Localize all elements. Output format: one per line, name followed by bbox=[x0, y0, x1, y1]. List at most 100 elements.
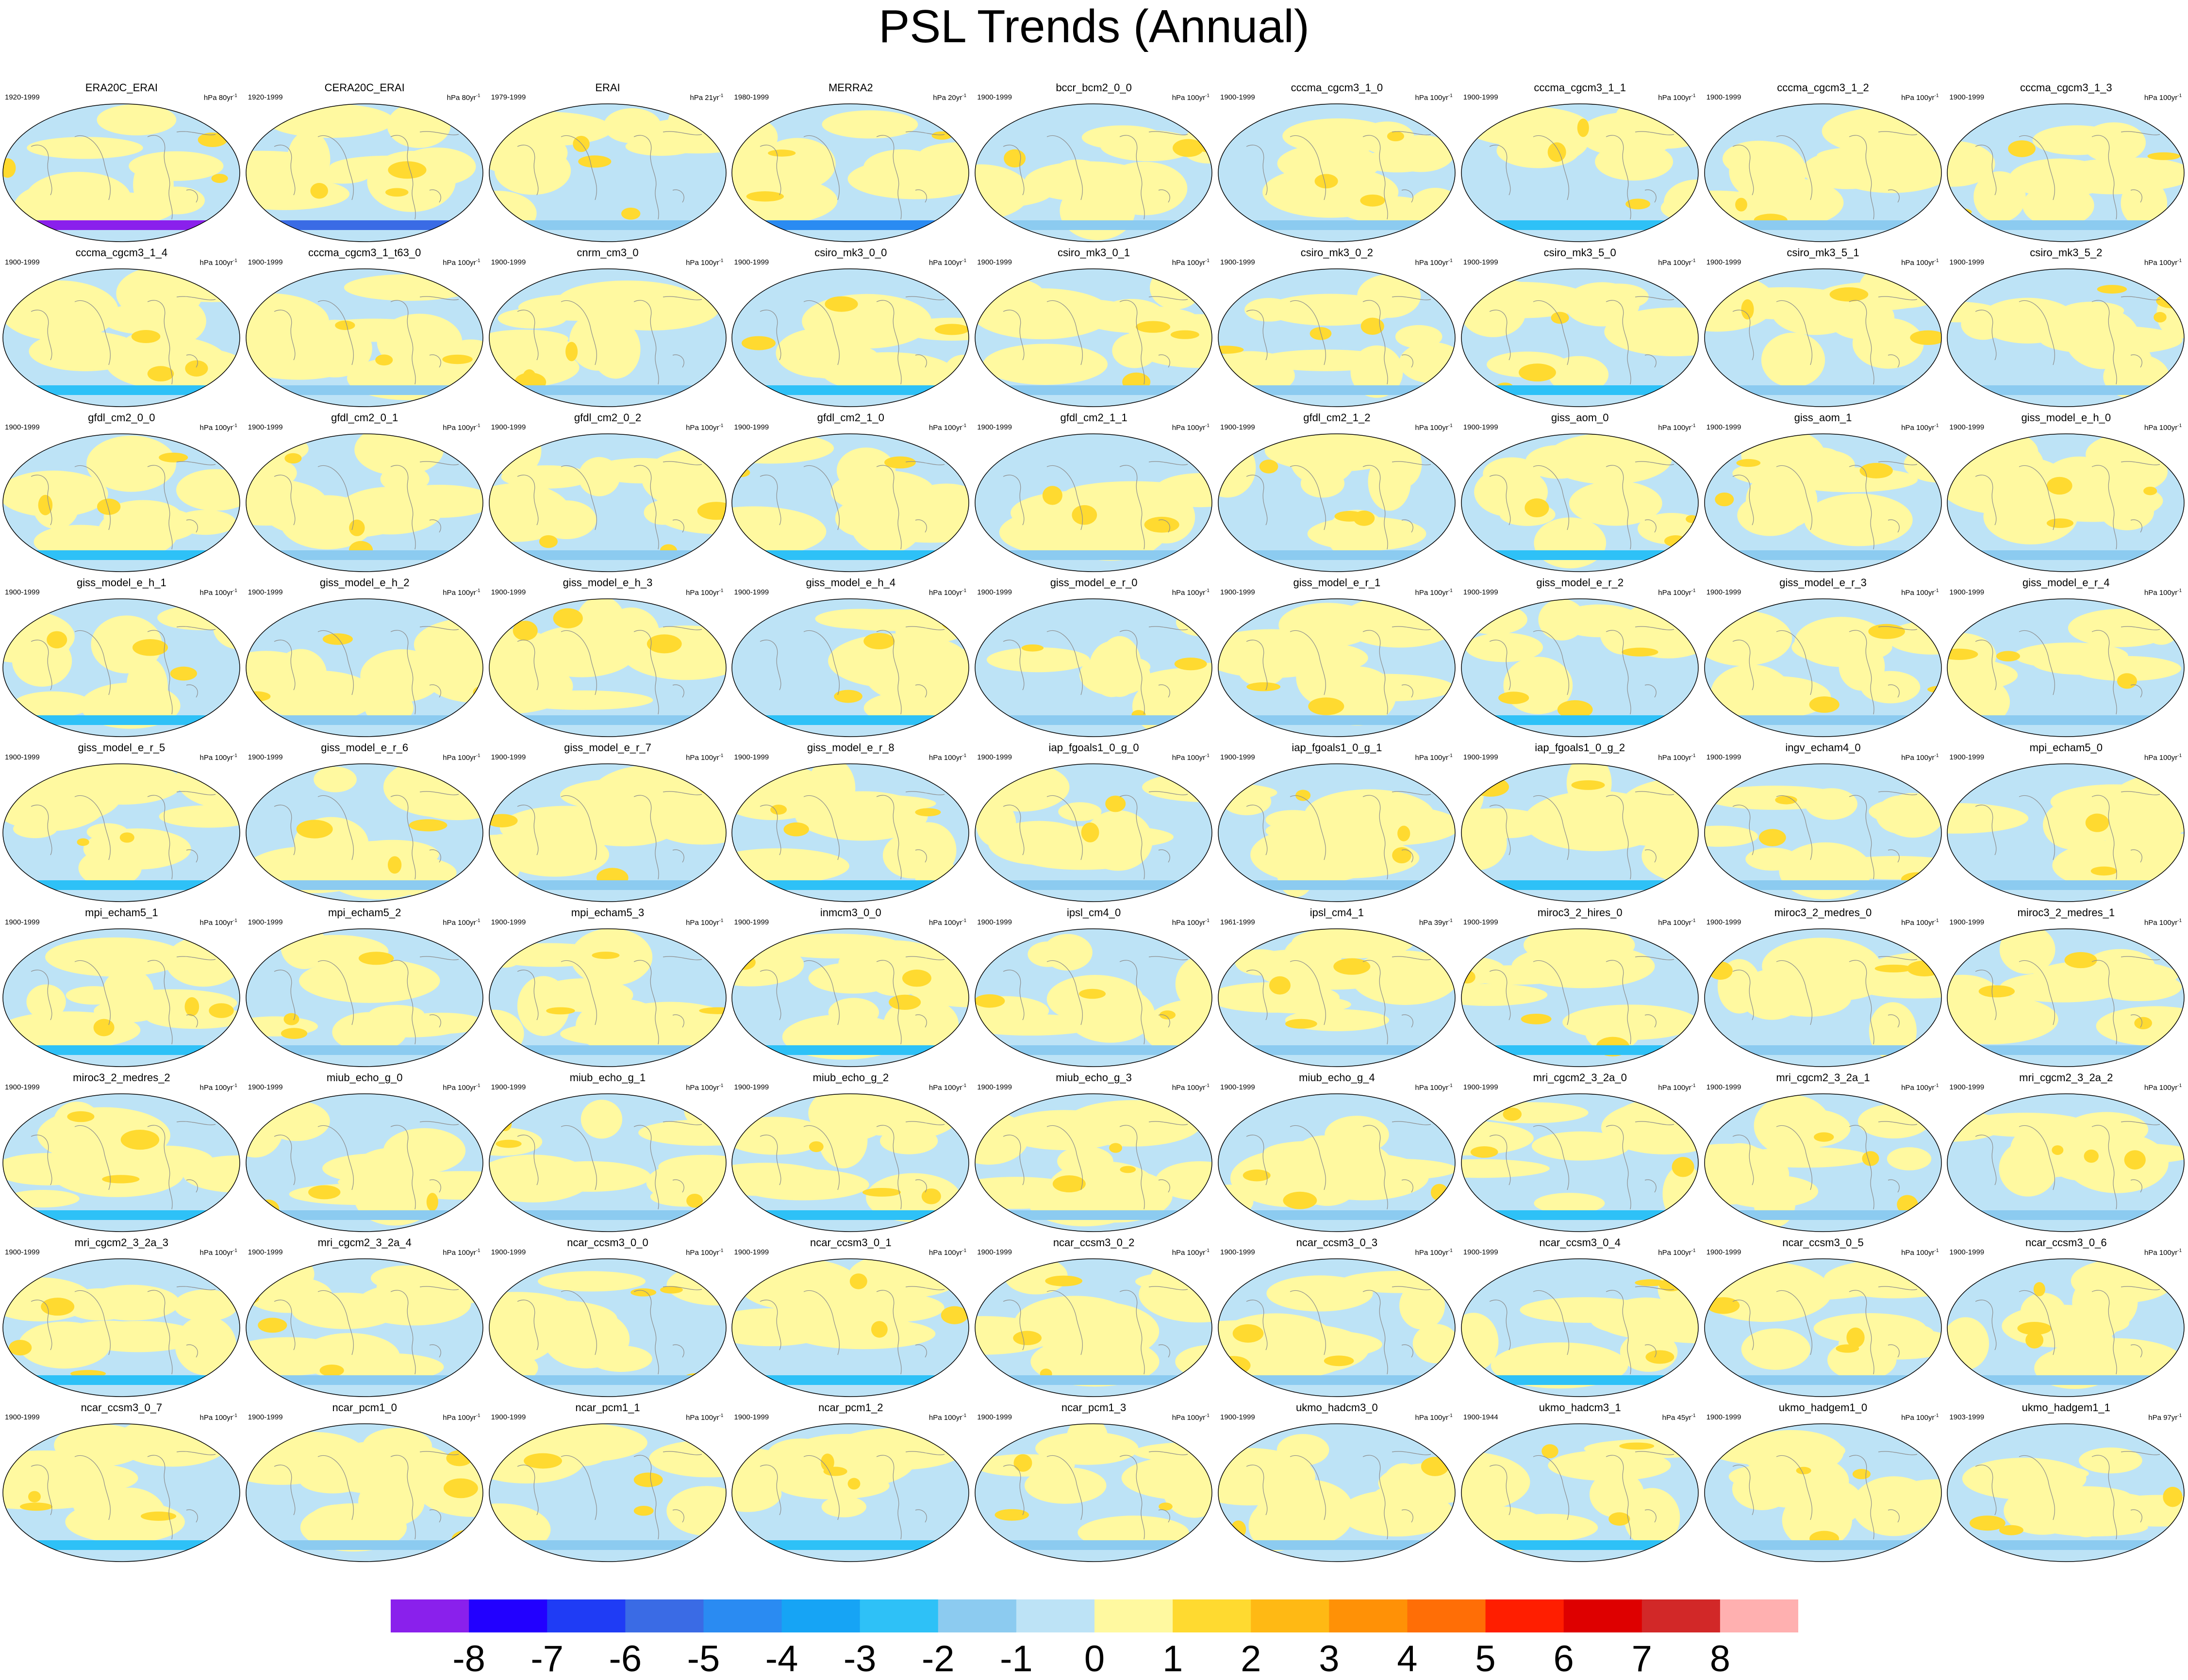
positive-trend-core bbox=[1518, 363, 1556, 382]
world-map bbox=[1218, 1423, 1456, 1562]
positive-trend-patch bbox=[1000, 1110, 1129, 1151]
panel-period: 1900-1999 bbox=[5, 258, 40, 266]
map-panel: giss_model_e_r_3 1900-1999 hPa 100yr-1 bbox=[1702, 576, 1945, 741]
positive-trend-core bbox=[1622, 647, 1658, 657]
positive-trend-patch bbox=[1740, 1453, 1849, 1508]
panel-title: ncar_ccsm3_0_6 bbox=[2025, 1236, 2107, 1249]
positive-trend-core bbox=[308, 1185, 341, 1200]
coastlines bbox=[1975, 1286, 2160, 1375]
southern-ocean-band bbox=[732, 715, 969, 725]
positive-trend-core bbox=[1397, 825, 1410, 841]
map-outline bbox=[488, 763, 727, 902]
panel-title: ncar_pcm1_3 bbox=[1061, 1401, 1127, 1414]
panel-title: giss_model_e_h_1 bbox=[77, 576, 166, 589]
southern-ocean-band bbox=[732, 880, 969, 890]
southern-ocean-band bbox=[1461, 1045, 1698, 1055]
positive-trend-core bbox=[522, 369, 536, 387]
positive-trend-core bbox=[348, 519, 365, 536]
panel-units-exponent: -1 bbox=[2177, 1083, 2182, 1088]
positive-trend-core bbox=[2086, 813, 2109, 832]
map-panel: mpi_echam5_0 1900-1999 hPa 100yr-1 bbox=[1944, 741, 2188, 906]
panel-title: ukmo_hadcm3_0 bbox=[1296, 1401, 1378, 1414]
coastlines bbox=[1489, 956, 1674, 1045]
map-panel: ncar_ccsm3_0_0 1900-1999 hPa 100yr-1 bbox=[486, 1236, 729, 1401]
positive-trend-core bbox=[198, 132, 228, 147]
panel-units: hPa 100yr-1 bbox=[1415, 423, 1453, 432]
panel-units-exponent: -1 bbox=[1691, 588, 1696, 593]
map-outline bbox=[246, 433, 483, 572]
positive-trend-patch bbox=[1461, 1159, 1550, 1178]
panel-title: cccma_cgcm3_1_2 bbox=[1777, 82, 1869, 94]
southern-ocean-band bbox=[489, 1540, 726, 1550]
panel-period: 1900-1999 bbox=[1706, 423, 1741, 431]
positive-trend-core bbox=[1542, 1444, 1558, 1459]
world-map bbox=[1218, 103, 1456, 242]
panel-title: miroc3_2_medres_2 bbox=[73, 1071, 170, 1084]
panel-units-text: hPa 100yr bbox=[928, 919, 962, 927]
coastlines bbox=[517, 956, 702, 1045]
panel-title: ncar_ccsm3_0_4 bbox=[1539, 1236, 1621, 1249]
positive-trend-core bbox=[1421, 1457, 1449, 1476]
coastlines bbox=[1489, 296, 1674, 385]
panel-units-text: hPa 100yr bbox=[199, 1084, 233, 1092]
positive-trend-core bbox=[1246, 682, 1281, 692]
map-outline bbox=[731, 268, 970, 407]
coastlines bbox=[760, 1451, 945, 1540]
panel-period: 1900-1999 bbox=[1706, 753, 1741, 761]
panel-units: hPa 100yr-1 bbox=[1901, 93, 1939, 102]
positive-trend-patch bbox=[658, 1154, 726, 1180]
map-outline bbox=[1704, 268, 1942, 407]
panel-units-text: hPa 100yr bbox=[1172, 94, 1206, 102]
panel-units: hPa 100yr-1 bbox=[200, 1413, 237, 1422]
positive-trend-core bbox=[284, 453, 302, 464]
southern-ocean-band bbox=[246, 1540, 483, 1550]
map-panel: giss_model_e_r_8 1900-1999 hPa 100yr-1 bbox=[729, 741, 972, 906]
panel-units: hPa 100yr-1 bbox=[929, 1083, 966, 1092]
panel-units: hPa 100yr-1 bbox=[2144, 258, 2182, 267]
positive-trend-core bbox=[93, 1019, 115, 1037]
positive-trend-core bbox=[426, 1193, 438, 1211]
coastlines bbox=[1975, 461, 2160, 550]
positive-trend-patch bbox=[603, 108, 661, 144]
world-map bbox=[1461, 763, 1699, 902]
panel-units-text: hPa 100yr bbox=[686, 1084, 719, 1092]
panel-units-text: hPa 100yr bbox=[443, 1249, 476, 1257]
map-panel: miub_echo_g_0 1900-1999 hPa 100yr-1 bbox=[243, 1071, 486, 1236]
southern-ocean-band bbox=[246, 715, 483, 725]
positive-trend-core bbox=[120, 1130, 160, 1150]
panel-period: 1900-1999 bbox=[5, 1413, 40, 1421]
positive-trend-patch bbox=[1589, 1471, 1644, 1518]
panel-units-exponent: -1 bbox=[2177, 93, 2182, 99]
panel-units: hPa 100yr-1 bbox=[1172, 1248, 1210, 1257]
panel-units-text: hPa 100yr bbox=[1172, 1084, 1206, 1092]
panel-units-text: hPa 100yr bbox=[928, 589, 962, 597]
panel-title: cccma_cgcm3_1_1 bbox=[1534, 82, 1626, 94]
positive-trend-patch bbox=[1461, 984, 1548, 1006]
positive-trend-core bbox=[1045, 1275, 1083, 1286]
panel-period: 1900-1999 bbox=[1706, 588, 1741, 596]
map-panel: gfdl_cm2_0_2 1900-1999 hPa 100yr-1 bbox=[486, 412, 729, 576]
southern-ocean-band bbox=[246, 550, 483, 560]
map-outline bbox=[1947, 598, 2185, 737]
map-outline bbox=[1461, 763, 1699, 902]
map-outline bbox=[488, 268, 727, 407]
panel-units: hPa 100yr-1 bbox=[1658, 258, 1695, 267]
panel-title: giss_aom_1 bbox=[1794, 412, 1852, 424]
panel-period: 1900-1999 bbox=[5, 588, 40, 596]
map-outline bbox=[1461, 928, 1699, 1067]
coastlines bbox=[760, 296, 945, 385]
panel-period: 1900-1999 bbox=[248, 753, 283, 761]
southern-ocean-band bbox=[1947, 1540, 2185, 1550]
panel-units-exponent: -1 bbox=[962, 1083, 967, 1088]
coastlines bbox=[1489, 791, 1674, 880]
southern-ocean-band bbox=[732, 1045, 969, 1055]
positive-trend-patch bbox=[666, 1486, 726, 1536]
panel-units: hPa 100yr-1 bbox=[1172, 1083, 1210, 1092]
southern-ocean-band bbox=[1218, 220, 1455, 230]
panel-period: 1900-1999 bbox=[977, 753, 1012, 761]
positive-trend-patch bbox=[644, 500, 683, 525]
positive-trend-core bbox=[1608, 1512, 1630, 1526]
positive-trend-patch bbox=[1947, 141, 1995, 187]
map-outline bbox=[1461, 433, 1699, 572]
positive-trend-patch bbox=[578, 457, 620, 496]
